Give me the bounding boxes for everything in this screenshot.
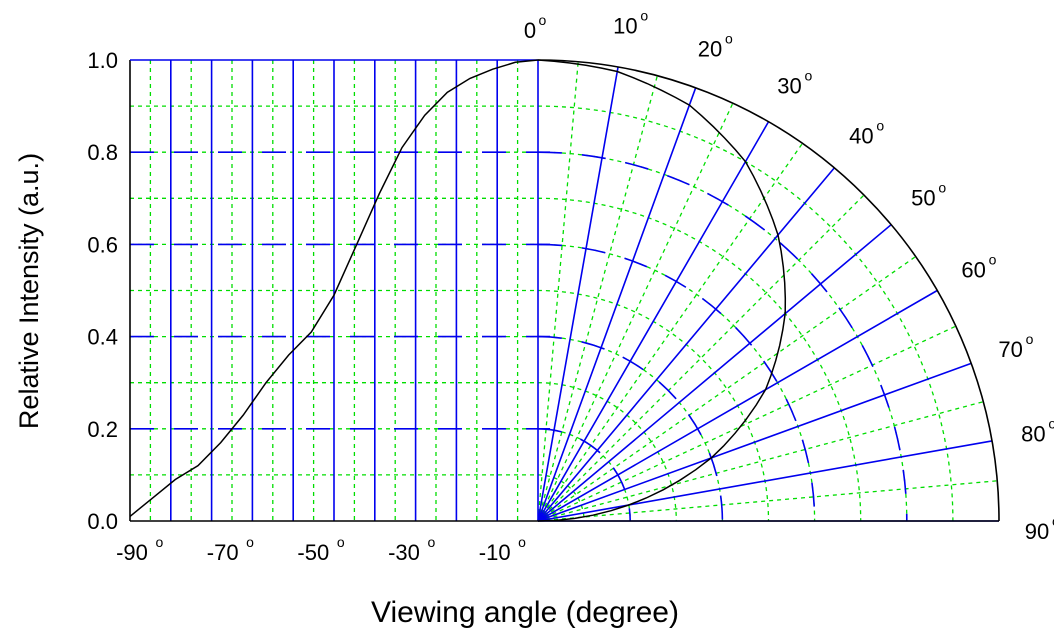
minor-grid-radial: [537, 401, 984, 522]
x-tick-label: -70: [207, 540, 239, 565]
axes: [129, 59, 1000, 522]
degree-symbol: o: [725, 30, 733, 46]
polar-angle-label: 80: [1021, 422, 1045, 447]
minor-grid-radial: [537, 480, 998, 522]
polar-angle-label: 20: [698, 36, 722, 61]
polar-angle-label: 30: [777, 73, 801, 98]
x-tick-label: -90: [116, 540, 148, 565]
minor-grid: [130, 60, 998, 522]
major-grid-radial: [537, 289, 938, 522]
major-grid-arc: [537, 151, 908, 522]
major-grid-radial: [537, 121, 770, 522]
minor-grid-radial: [537, 194, 865, 522]
degree-symbol: o: [805, 67, 813, 83]
x-tick-label: -30: [388, 540, 420, 565]
minor-grid-radial: [537, 102, 734, 522]
major-grid-arc: [537, 335, 724, 522]
y-tick-label: 0.0: [87, 509, 118, 534]
minor-grid-arc: [537, 105, 954, 522]
polar-angle-label: 70: [998, 337, 1022, 362]
y-tick-label: 1.0: [87, 48, 118, 73]
degree-symbol: o: [156, 534, 164, 550]
degree-symbol: o: [876, 118, 884, 134]
major-grid-radial: [537, 224, 892, 522]
degree-symbol: o: [518, 534, 526, 550]
y-tick-label: 0.2: [87, 417, 118, 442]
intensity-curve-cartesian: [129, 59, 539, 517]
y-tick-label: 0.4: [87, 325, 118, 350]
minor-grid-radial: [537, 61, 579, 522]
degree-symbol: o: [539, 12, 547, 28]
tick-labels: 0.00.20.40.60.81.0-90 o -70 o -50 o -30 o -10 o0 o…: [87, 8, 1054, 565]
polar-angle-label: 0: [524, 18, 536, 43]
minor-grid-radial: [537, 75, 658, 522]
degree-symbol: o: [938, 180, 946, 196]
y-tick-label: 0.6: [87, 232, 118, 257]
minor-grid-arc: [537, 197, 862, 522]
y-tick-label: 0.8: [87, 140, 118, 165]
x-tick-label: -10: [479, 540, 511, 565]
y-axis-label: Relative Intensity (a.u.): [14, 153, 44, 429]
intensity-curves: [129, 59, 787, 522]
degree-symbol: o: [989, 252, 997, 268]
x-tick-label: -50: [297, 540, 329, 565]
major-grid: [130, 60, 999, 522]
polar-angle-label: 40: [849, 124, 873, 149]
major-grid-radial: [537, 66, 619, 522]
degree-symbol: o: [1048, 416, 1054, 432]
minor-grid-arc: [537, 151, 908, 522]
degree-symbol: o: [428, 534, 436, 550]
major-grid-arc: [537, 428, 631, 522]
degree-symbol: o: [246, 534, 254, 550]
major-grid-arc: [537, 243, 816, 522]
minor-grid-arc: [537, 382, 677, 522]
minor-grid-radial: [537, 256, 917, 522]
outer-arc: [537, 59, 1000, 522]
intensity-curve-polar: [537, 59, 787, 522]
degree-symbol: o: [1026, 331, 1034, 347]
major-grid-radial: [537, 440, 993, 522]
major-grid-radial: [537, 362, 972, 522]
major-grid-radial: [537, 87, 697, 522]
x-axis-label: Viewing angle (degree): [371, 596, 679, 629]
degree-symbol: o: [1052, 513, 1054, 529]
minor-grid-radial: [537, 325, 957, 522]
degree-symbol: o: [337, 534, 345, 550]
polar-angle-label: 10: [613, 14, 637, 39]
degree-symbol: o: [640, 8, 648, 24]
major-grid-radial: [537, 167, 835, 522]
polar-angle-label: 50: [911, 186, 935, 211]
minor-grid-radial: [537, 142, 803, 522]
polar-angle-label: 90: [1025, 519, 1049, 544]
polar-angle-label: 60: [961, 258, 985, 283]
